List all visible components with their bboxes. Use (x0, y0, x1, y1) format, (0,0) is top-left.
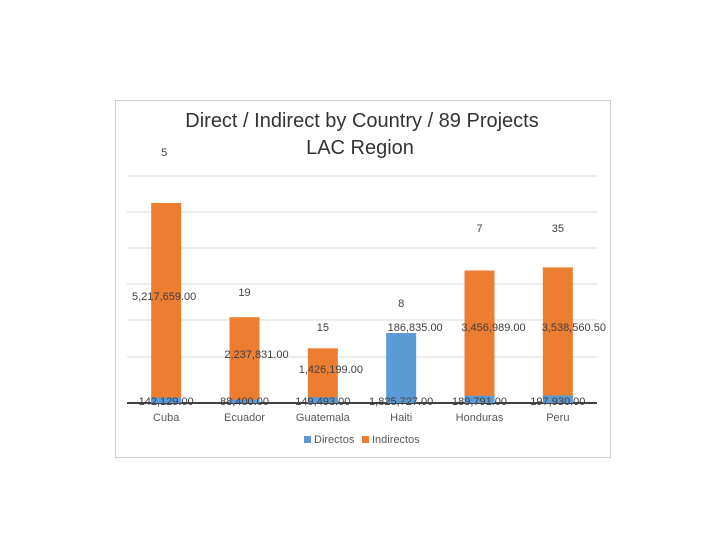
legend-swatch-indirectos (362, 436, 369, 443)
bar-indirectos-cuba (151, 203, 182, 403)
bar-directos-guatemala (307, 397, 338, 403)
chart-subtitle: LAC Region (306, 137, 414, 159)
data-label-project-count: 7 (476, 223, 482, 235)
legend-swatch-directos (304, 436, 311, 443)
data-label-directos: 189,791.00 (452, 396, 507, 408)
data-label-directos: 149,493.00 (295, 396, 350, 408)
bar-indirectos-peru (542, 267, 573, 403)
legend-label-directos: Directos (314, 434, 355, 446)
chart-frame (115, 100, 611, 458)
data-label-indirectos: 5,217,659.00 (132, 291, 196, 303)
data-label-project-count: 5 (161, 147, 167, 159)
data-label-directos: 142,129.00 (139, 396, 194, 408)
data-label-indirectos: 2,237,831.00 (224, 349, 288, 361)
data-label-project-count: 35 (552, 223, 564, 235)
data-label-indirectos: 3,456,989.00 (461, 322, 525, 334)
bar-directos-haiti (386, 333, 417, 403)
x-tick-label: Cuba (153, 412, 180, 424)
bar-directos-ecuador (229, 399, 260, 403)
x-tick-label: Haiti (390, 412, 412, 424)
data-label-indirectos: 1,426,199.00 (299, 364, 363, 376)
bar-indirectos-ecuador (229, 317, 260, 403)
x-tick-label: Ecuador (224, 412, 265, 424)
data-label-project-count: 15 (317, 322, 329, 334)
bar-indirectos-honduras (464, 270, 495, 403)
data-label-project-count: 19 (238, 287, 250, 299)
bar-indirectos-guatemala (307, 348, 338, 403)
x-tick-label: Peru (546, 412, 569, 424)
bar-directos-peru (542, 395, 573, 403)
x-tick-label: Guatemala (296, 412, 351, 424)
x-tick-label: Honduras (456, 412, 504, 424)
bar-directos-cuba (151, 397, 182, 403)
bar-directos-honduras (464, 395, 495, 403)
data-label-directos: 1,825,727.00 (369, 396, 433, 408)
data-label-indirectos: 3,538,560.50 (542, 322, 606, 334)
chart-title: Direct / Indirect by Country / 89 Projec… (185, 110, 539, 132)
data-label-project-count: 8 (398, 298, 404, 310)
data-label-indirectos: 186,835.00 (388, 322, 443, 334)
data-label-directos: 88,400.00 (220, 396, 269, 408)
data-label-directos: 197,930.00 (530, 396, 585, 408)
legend-label-indirectos: Indirectos (372, 434, 420, 446)
